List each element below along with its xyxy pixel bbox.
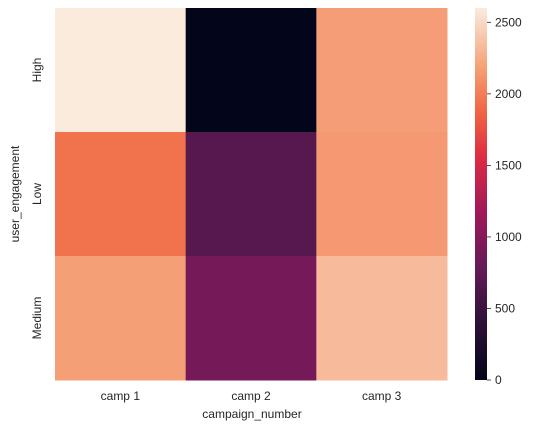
heatmap-cell-medium-camp-2 <box>185 256 317 381</box>
x-tick-labels: camp 1 camp 2 camp 3 <box>101 389 402 403</box>
heatmap-cell-low-camp-3 <box>316 132 448 257</box>
x-axis-label: campaign_number <box>202 407 301 421</box>
colorbar-tick-label: 500 <box>495 301 515 315</box>
heatmap-cell-high-camp-3 <box>316 8 448 133</box>
colorbar-tick-label: 0 <box>495 373 502 387</box>
heatmap-cell-low-camp-1 <box>55 132 187 257</box>
heatmap-cell-high-camp-1 <box>55 8 187 133</box>
heatmap-cell-medium-camp-3 <box>316 256 448 381</box>
x-tick-label: camp 2 <box>231 389 271 403</box>
colorbar-tick-label: 2000 <box>495 87 522 101</box>
heatmap-cell-high-camp-2 <box>185 8 317 133</box>
y-tick-label: High <box>30 58 44 83</box>
colorbar <box>475 8 487 380</box>
y-axis-label: user_engagement <box>8 145 22 242</box>
y-tick-labels: High Low Medium <box>30 58 44 340</box>
heatmap-cell-medium-camp-1 <box>55 256 187 381</box>
heatmap-cell-low-camp-2 <box>185 132 317 257</box>
y-tick-label: Medium <box>30 297 44 340</box>
x-tick-label: camp 3 <box>362 389 402 403</box>
colorbar-tick-label: 1500 <box>495 158 522 172</box>
colorbar-tick-label: 2500 <box>495 15 522 29</box>
colorbar-tick-label: 1000 <box>495 230 522 244</box>
y-tick-label: Low <box>30 183 44 205</box>
x-tick-label: camp 1 <box>101 389 141 403</box>
heatmap-cells <box>55 8 448 381</box>
colorbar-ticks: 0 500 1000 1500 2000 2500 <box>487 15 522 387</box>
